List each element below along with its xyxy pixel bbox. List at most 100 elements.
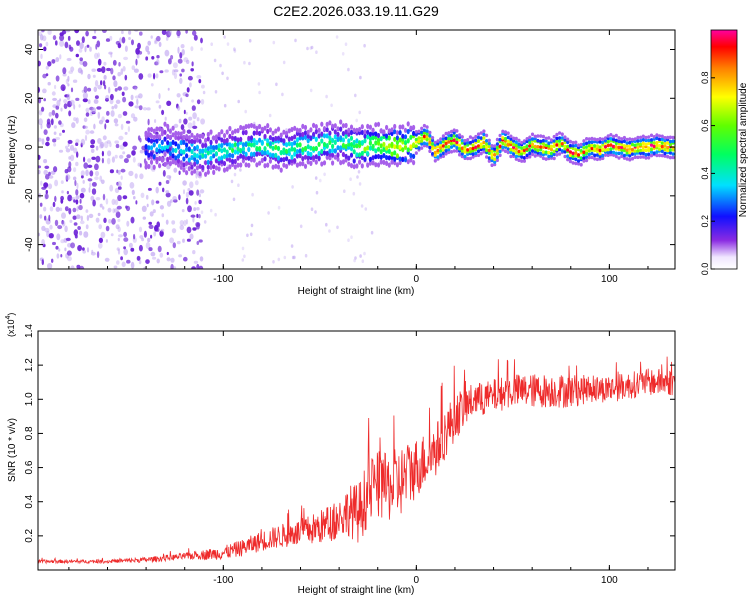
spectrogram-ridge-cell bbox=[379, 128, 383, 134]
spectrogram-ridge-cell bbox=[644, 156, 648, 160]
spectrogram-ridge-cell bbox=[598, 148, 602, 153]
snr-xlabel: Height of straight line (km) bbox=[298, 585, 415, 596]
spectrogram-noise-cell bbox=[73, 104, 76, 110]
spectrogram-ridge-cell bbox=[620, 137, 624, 141]
spectrogram-ridge-cell bbox=[601, 156, 605, 161]
spectrogram-ridge-cell bbox=[576, 143, 581, 147]
spectrogram-ridge-cell bbox=[144, 144, 148, 150]
spectrogram-noise-cell bbox=[73, 147, 78, 154]
spectrogram-noise-cell bbox=[39, 43, 43, 48]
spectrogram-ridge-cell bbox=[228, 142, 232, 148]
spectrogram-noise-cell bbox=[72, 207, 77, 213]
spectrogram-ridge-cell bbox=[168, 150, 172, 157]
spectrogram-noise-cell bbox=[94, 176, 99, 181]
spectrogram-ridge-cell bbox=[331, 147, 335, 154]
spectrogram-ridge-cell bbox=[185, 160, 189, 166]
spectrogram-noise-cell bbox=[114, 199, 119, 206]
spectrogram-ridge-cell bbox=[363, 156, 367, 162]
spectrogram-noise-cell bbox=[47, 183, 53, 190]
spectrogram-noise-cell bbox=[357, 170, 361, 174]
spectrogram-noise-cell bbox=[139, 235, 144, 239]
spectrogram-ridge-cell bbox=[390, 141, 394, 147]
spectrogram-ridge-cell bbox=[171, 139, 175, 145]
spectrogram-ridge-cell bbox=[660, 144, 664, 149]
spectrogram-ridge-cell bbox=[447, 136, 451, 141]
spectrogram-noise-cell bbox=[189, 82, 192, 88]
spectrogram-noise-cell bbox=[105, 239, 108, 243]
spectrogram-ridge-cell bbox=[636, 139, 640, 143]
spectrogram-noise-cell bbox=[98, 119, 104, 125]
spectrogram-ridge-cell bbox=[471, 136, 475, 141]
spectrogram-noise-cell bbox=[187, 122, 193, 129]
spectrogram-noise-cell bbox=[51, 91, 56, 96]
spectrogram-noise-cell bbox=[145, 194, 149, 200]
spectrogram-noise-cell bbox=[139, 173, 144, 180]
spectrogram-ridge-cell bbox=[236, 146, 240, 152]
spectrogram-noise-cell bbox=[38, 31, 43, 36]
spectrogram-ridge-cell bbox=[252, 130, 256, 136]
spectrogram-ridge-cell bbox=[458, 138, 462, 142]
spectrogram-noise-cell bbox=[159, 252, 164, 258]
spectrogram-noise-cell bbox=[193, 260, 199, 264]
spectrogram-ridge-cell bbox=[176, 162, 181, 168]
spectrogram-noise-cell bbox=[133, 116, 138, 122]
spectrogram-ridge-cell bbox=[152, 142, 156, 148]
spectrogram-ridge-cell bbox=[417, 146, 421, 150]
spectrogram-ridge-cell bbox=[163, 121, 167, 127]
spectrogram-noise-cell bbox=[47, 263, 53, 269]
spectrogram-noise-cell bbox=[101, 150, 104, 157]
spectrogram-noise-cell bbox=[65, 30, 71, 33]
spectrogram-noise-cell bbox=[182, 180, 187, 186]
spectrogram-ridge-cell bbox=[349, 135, 354, 141]
spectrogram-ridge-cell bbox=[349, 142, 354, 148]
spectrogram-ridge-cell bbox=[341, 137, 345, 143]
spectrogram-ridge-cell bbox=[533, 139, 537, 143]
spectrogram-ridge-cell bbox=[525, 147, 529, 151]
spectrogram-noise-cell bbox=[66, 57, 72, 62]
spectrogram-ridge-cell bbox=[347, 155, 351, 161]
spectrogram-noise-cell bbox=[156, 35, 161, 42]
spectrogram-noise-cell bbox=[100, 80, 103, 86]
spectrogram-ridge-cell bbox=[649, 150, 654, 154]
spectrogram-noise-cell bbox=[347, 67, 350, 72]
spectrogram-ridge-cell bbox=[209, 149, 213, 155]
spectrogram-ridge-cell bbox=[158, 163, 162, 169]
spectrogram-noise-cell bbox=[186, 59, 190, 64]
spectrogram-noise-cell bbox=[74, 30, 80, 34]
spectrogram-ridge-cell bbox=[231, 130, 235, 136]
spectrogram-noise-cell bbox=[244, 109, 247, 114]
spectrogram-ridge-cell bbox=[190, 138, 194, 144]
spectrogram-ridge-cell bbox=[395, 153, 399, 159]
spectrogram-ridge-cell bbox=[214, 138, 218, 144]
spectrogram-ridge-cell bbox=[628, 157, 632, 162]
spectrogram-ridge-cell bbox=[152, 164, 156, 170]
spectrogram-noise-cell bbox=[138, 244, 143, 252]
spectrogram-noise-cell bbox=[97, 58, 102, 66]
spectrogram-ridge-cell bbox=[425, 129, 429, 133]
spectrogram-noise-cell bbox=[110, 67, 114, 75]
spectrogram-ridge-cell bbox=[633, 143, 637, 148]
spectrogram-ridge-cell bbox=[314, 154, 318, 160]
spectrogram-noise-cell bbox=[46, 136, 50, 142]
spectrogram-ridge-cell bbox=[511, 139, 516, 143]
spectrogram-ridge-cell bbox=[612, 153, 616, 157]
spectrogram-ridge-cell bbox=[509, 150, 513, 154]
colorbar-tick-label: 0.6 bbox=[700, 119, 710, 132]
spectrogram-ridge-cell bbox=[176, 153, 181, 159]
spectrogram-noise-cell bbox=[69, 219, 73, 223]
spectrogram-noise-cell bbox=[99, 203, 103, 208]
spectrogram-ridge-cell bbox=[222, 153, 227, 159]
spectrogram-ridge-cell bbox=[509, 140, 513, 144]
spectrogram-ridge-cell bbox=[660, 153, 664, 158]
spectrogram-noise-cell bbox=[177, 46, 180, 54]
spectrogram-noise-cell bbox=[119, 154, 124, 159]
spectrogram-ridge-cell bbox=[368, 145, 372, 151]
spectrogram-noise-cell bbox=[115, 211, 121, 218]
spectrogram-ridge-cell bbox=[452, 149, 456, 153]
spectrogram-ridge-cell bbox=[533, 134, 537, 139]
spectrogram-noise-cell bbox=[182, 238, 185, 243]
spectrogram-ridge-cell bbox=[544, 150, 548, 155]
spectrogram-ridge-cell bbox=[217, 143, 221, 149]
spectrogram-noise-cell bbox=[113, 118, 119, 124]
spectrogram-ridge-cell bbox=[368, 124, 372, 130]
